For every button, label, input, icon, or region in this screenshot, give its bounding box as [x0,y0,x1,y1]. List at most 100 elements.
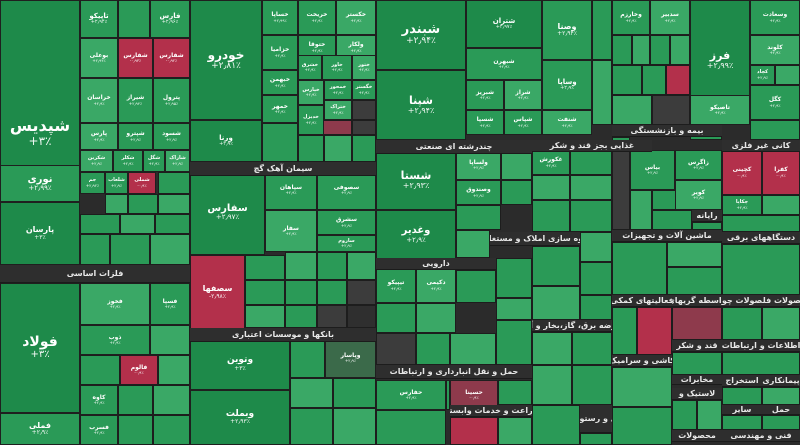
sector-header[interactable]: استخراج [722,375,762,387]
heatmap-cell[interactable] [570,150,612,175]
heatmap-cell[interactable] [672,307,722,340]
heatmap-cell[interactable] [105,194,128,214]
stock-tile[interactable]: سشرق +۲٫۹٪ [317,210,376,235]
heatmap-cell[interactable] [532,332,572,365]
stock-tile[interactable]: کچاد +۲٫۹٪ [750,65,775,85]
stock-tile[interactable]: شتران +۲٫۹۷٪ [466,0,542,48]
heatmap-cell[interactable] [317,252,347,280]
heatmap-cell[interactable] [333,378,376,408]
stock-tile[interactable]: ذوب +۲٫۹٪ [80,325,150,355]
heatmap-cell[interactable] [650,35,670,65]
stock-tile[interactable]: وبملت +۲٫۹۳٪ [190,390,290,445]
stock-tile[interactable]: ولساپا +۲٫۹٪ [456,150,501,180]
stock-tile[interactable]: چکاپا +۲٫۹٪ [722,195,762,215]
heatmap-cell[interactable] [722,352,800,375]
sector-header[interactable]: لاستیک و [672,388,722,400]
heatmap-cell[interactable] [456,270,496,303]
heatmap-cell[interactable] [750,120,800,140]
heatmap-cell[interactable] [118,385,153,415]
heatmap-cell[interactable] [80,214,120,234]
stock-tile[interactable]: کویر +۲٫۹٪ [675,180,722,210]
heatmap-cell[interactable] [245,255,285,280]
heatmap-cell[interactable] [110,234,150,265]
stock-tile[interactable]: شلعاب +۲٫۹٪ [105,172,128,194]
stock-tile[interactable]: تیپیکو +۲٫۹٪ [376,268,416,303]
sector-header[interactable]: محصولات [672,430,722,442]
heatmap-cell[interactable] [153,415,190,445]
sector-header[interactable]: هتل و رستوران [580,405,612,433]
stock-tile[interactable]: خودرو +۲٫۸۱٪ [190,0,262,120]
stock-tile[interactable]: شپنا +۲٫۹۴٪ [376,70,466,140]
heatmap-cell[interactable] [592,60,612,125]
heatmap-cell[interactable] [158,172,190,194]
stock-tile[interactable]: وساپا +۲٫۹٪ [542,60,592,110]
stock-tile[interactable]: شفارس -۰٫۹۲٪ [153,38,190,78]
sector-header[interactable]: اطلاعات و ارتباطات [722,340,800,352]
stock-tile[interactable]: جم +۲٫۹۲٪ [80,172,105,194]
heatmap-cell[interactable] [722,415,762,430]
sector-header[interactable]: کاشی و سرامیک [612,355,672,367]
heatmap-cell[interactable] [80,234,110,265]
heatmap-cell[interactable] [118,415,153,445]
stock-tile[interactable]: فسرب +۲٫۹٪ [80,415,118,445]
stock-tile[interactable]: خساپا +۲٫۹۹٪ [262,0,298,35]
heatmap-cell[interactable] [572,332,612,365]
stock-tile[interactable]: خشرق +۲٫۹٪ [298,55,322,80]
stock-tile[interactable]: وصنا +۲٫۹۴٪ [542,0,592,60]
heatmap-cell[interactable] [580,295,612,320]
stock-tile[interactable]: ختور +۲٫۹٪ [352,55,376,80]
heatmap-cell[interactable] [285,280,317,305]
heatmap-cell[interactable] [290,408,333,445]
heatmap-cell[interactable] [290,338,325,378]
sector-header[interactable]: حمل و نقل انبارداری و ارتباطات [376,365,532,379]
heatmap-cell[interactable] [532,365,572,405]
stock-tile[interactable]: دکیمی +۲٫۹٪ [416,268,456,303]
stock-tile[interactable]: شبندر +۲٫۹۴٪ [376,0,466,70]
heatmap-cell[interactable] [245,305,285,328]
stock-tile[interactable]: خمحور +۲٫۹٪ [324,80,352,100]
stock-tile[interactable]: خبهمن +۲٫۹٪ [262,70,298,95]
heatmap-cell[interactable] [722,387,762,405]
stock-tile[interactable]: پارس +۲٫۹٪ [80,123,118,150]
heatmap-cell[interactable] [496,298,532,320]
heatmap-cell[interactable] [612,65,642,95]
heatmap-cell[interactable] [612,95,652,125]
stock-tile[interactable]: شملی -۰٫۹٪ [128,172,156,194]
heatmap-cell[interactable] [532,175,570,200]
heatmap-cell[interactable] [670,35,690,65]
stock-tile[interactable]: شیراز +۲٫۹۴٪ [118,78,153,123]
heatmap-cell[interactable] [612,242,667,295]
heatmap-cell[interactable] [612,307,637,355]
heatmap-cell[interactable] [762,307,800,340]
heatmap-cell[interactable] [692,222,722,230]
stock-tile[interactable]: وصندوق +۲٫۹٪ [456,180,501,205]
heatmap-cell[interactable] [456,230,490,258]
sector-header[interactable]: چندرشته ای صنعتی [376,140,532,154]
stock-tile[interactable]: ختراک +۲٫۹٪ [324,100,352,120]
stock-tile[interactable]: خریخت +۲٫۹٪ [298,0,336,35]
stock-tile[interactable]: سدبیر +۲٫۹٪ [650,0,690,35]
sector-header[interactable]: واسطه گریهای [672,295,722,307]
sector-header[interactable]: غذایی بجز قند و شکر [532,140,652,152]
stock-tile[interactable]: شگل +۲٫۹٪ [143,150,165,172]
stock-tile[interactable]: شسود +۲٫۹٪ [153,123,190,150]
stock-tile[interactable]: شاراک +۲٫۹٪ [165,150,190,172]
heatmap-cell[interactable] [722,215,800,232]
heatmap-cell[interactable] [667,242,722,267]
heatmap-cell[interactable] [672,352,722,375]
heatmap-cell[interactable] [376,303,416,333]
stock-tile[interactable]: خاور +۲٫۹٪ [322,55,352,80]
heatmap-cell[interactable] [416,303,456,333]
heatmap-cell[interactable] [347,252,376,280]
stock-tile[interactable]: سفارس +۲٫۹۷٪ [190,170,265,255]
sector-header[interactable]: بیمه و بازنشستگی [612,125,722,137]
stock-tile[interactable]: خزامیا +۲٫۹٪ [262,35,298,70]
stock-tile[interactable]: فملی +۲٫۹٪ [0,413,80,445]
stock-tile[interactable]: غکورش +۲٫۹٪ [532,150,570,175]
heatmap-cell[interactable] [580,262,612,295]
heatmap-cell[interactable] [80,355,120,385]
heatmap-cell[interactable] [496,320,532,365]
sector-header[interactable]: رایانه [692,210,722,222]
stock-tile[interactable]: شنفت +۲٫۹٪ [542,110,592,135]
stock-tile[interactable]: کچینی -۰٫۹٪ [722,150,762,195]
